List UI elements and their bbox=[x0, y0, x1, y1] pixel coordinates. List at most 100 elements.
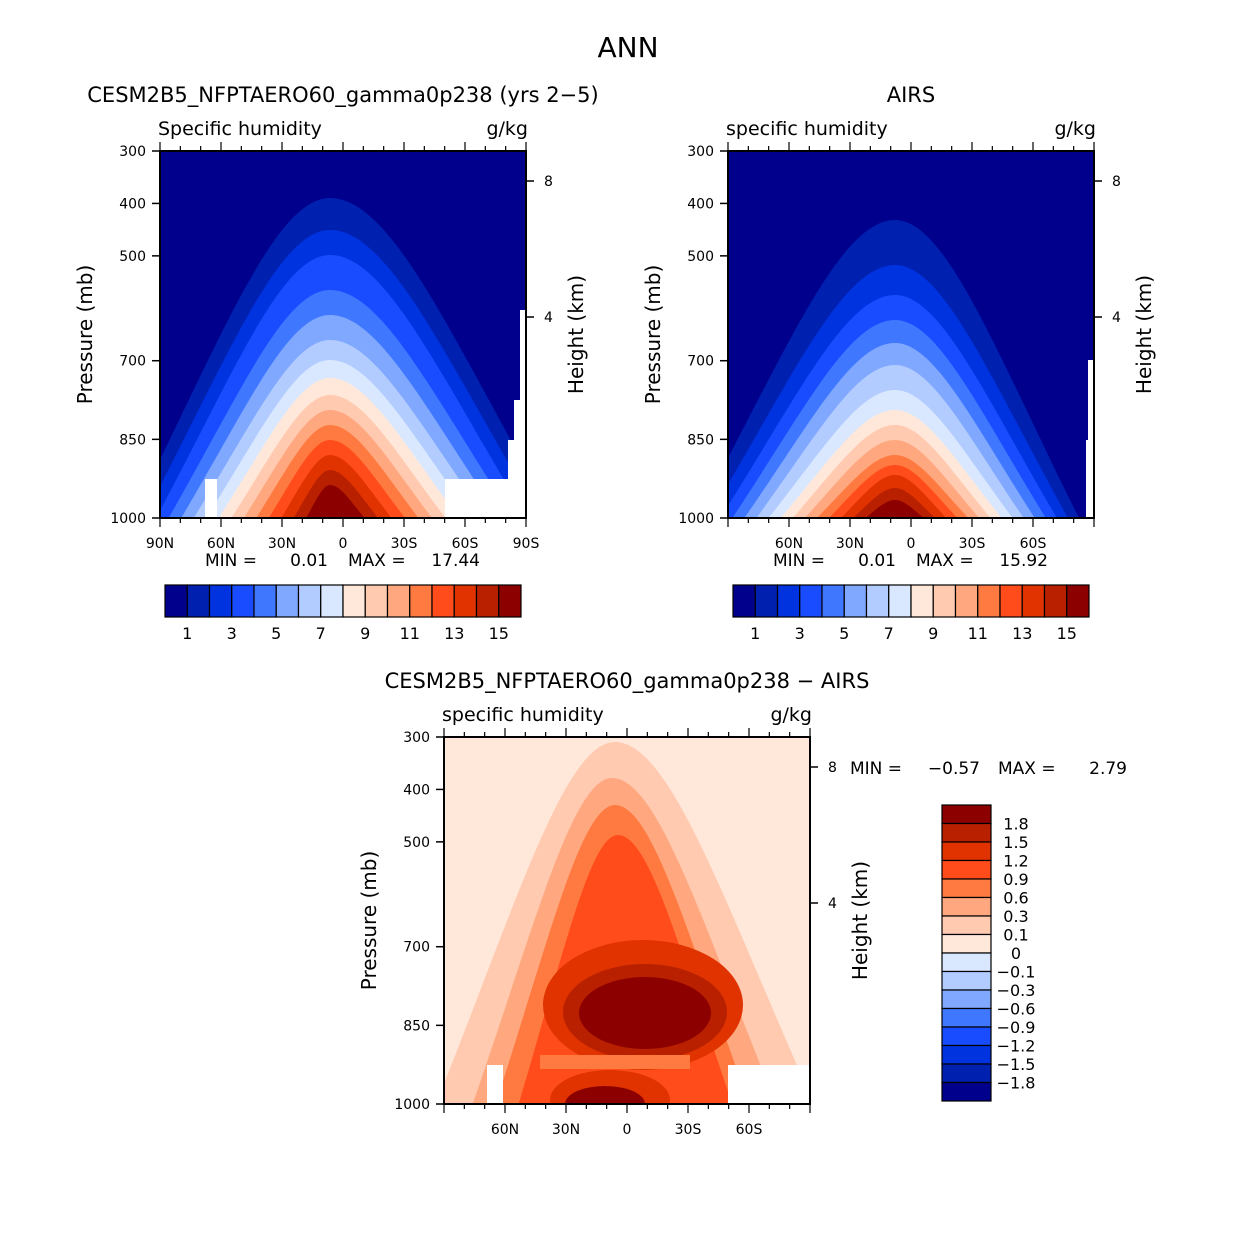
colorbar-label: 13 bbox=[1012, 624, 1032, 643]
panel-title: AIRS bbox=[887, 83, 935, 107]
colorbar-box bbox=[941, 896, 992, 917]
y-tick-label: 400 bbox=[403, 782, 430, 798]
colorbar-box bbox=[941, 915, 992, 936]
x-tick-label: 60S bbox=[736, 1122, 763, 1138]
colorbar-label: 0.6 bbox=[1003, 889, 1028, 908]
max-label: MAX = bbox=[998, 759, 1056, 779]
colorbar-box bbox=[732, 584, 756, 618]
y-tick-label: 850 bbox=[119, 432, 146, 448]
x-tick-label: 30S bbox=[959, 536, 986, 552]
contour-field bbox=[160, 151, 526, 518]
colorbar-label: −0.3 bbox=[997, 981, 1036, 1000]
x-tick-label: 60N bbox=[491, 1122, 519, 1138]
x-tick-label: 60N bbox=[775, 536, 803, 552]
colorbar-box bbox=[475, 584, 500, 618]
colorbar-box bbox=[297, 584, 322, 618]
panel-3: CESM2B5_NFPTAERO60_gamma0p238 − AIRS spec… bbox=[357, 669, 1127, 1138]
colorbar-box bbox=[364, 584, 389, 618]
contour-band-1.8-surface bbox=[565, 1086, 645, 1104]
colorbar-box bbox=[320, 584, 344, 618]
colorbar-box bbox=[843, 584, 868, 618]
colorbar-label: 13 bbox=[444, 624, 464, 643]
colorbar-box bbox=[910, 584, 934, 618]
colorbar-box bbox=[208, 584, 233, 618]
y-tick-label: 500 bbox=[119, 249, 146, 265]
colorbar-box bbox=[941, 1044, 992, 1065]
colorbar-label: −1.8 bbox=[997, 1074, 1036, 1093]
colorbar-label: 1 bbox=[182, 624, 192, 643]
colorbar-label: 5 bbox=[839, 624, 849, 643]
min-value: −0.57 bbox=[928, 759, 980, 779]
y-axis-label: Pressure (mb) bbox=[641, 265, 665, 405]
missing-data-region bbox=[1088, 360, 1094, 518]
colorbar-box bbox=[941, 1026, 992, 1047]
colorbar-label: 1 bbox=[750, 624, 760, 643]
y-tick-label: 700 bbox=[403, 940, 430, 956]
missing-data-region bbox=[487, 1065, 503, 1104]
y2-tick-label: 8 bbox=[1112, 174, 1121, 190]
colorbar-box bbox=[253, 584, 277, 618]
colorbar-label: 7 bbox=[316, 624, 326, 643]
y-tick-label: 1000 bbox=[394, 1097, 430, 1113]
colorbar-box bbox=[776, 584, 801, 618]
colorbar-box bbox=[954, 584, 979, 618]
left-string: specific humidity bbox=[726, 118, 888, 140]
x-tick-label: 30N bbox=[268, 536, 296, 552]
colorbar-label: −0.9 bbox=[997, 1018, 1036, 1037]
y2-tick-label: 8 bbox=[544, 174, 553, 190]
colorbar-box bbox=[941, 841, 992, 862]
colorbar-box bbox=[941, 859, 992, 880]
colorbar-box bbox=[498, 584, 522, 618]
contour-band-1.8 bbox=[579, 977, 711, 1049]
colorbar-label: −0.1 bbox=[997, 963, 1036, 982]
x-tick-label: 90S bbox=[513, 536, 540, 552]
colorbar-box bbox=[941, 989, 992, 1010]
colorbar-label: 11 bbox=[968, 624, 988, 643]
min-value: 0.01 bbox=[290, 551, 328, 571]
colorbar-box bbox=[231, 584, 255, 618]
missing-data-region bbox=[728, 1065, 810, 1104]
colorbar-box bbox=[941, 1007, 992, 1028]
colorbar-box bbox=[1043, 584, 1068, 618]
colorbar-box bbox=[999, 584, 1023, 618]
y-tick-label: 500 bbox=[687, 249, 714, 265]
colorbar-box bbox=[799, 584, 823, 618]
colorbar-box bbox=[977, 584, 1001, 618]
left-string: Specific humidity bbox=[158, 118, 322, 140]
x-tick-label: 0 bbox=[623, 1122, 632, 1138]
y-tick-label: 400 bbox=[119, 196, 146, 212]
min-label: MIN = bbox=[773, 551, 825, 571]
colorbar-label: 5 bbox=[271, 624, 281, 643]
units-label: g/kg bbox=[486, 118, 528, 140]
colorbar-box bbox=[932, 584, 957, 618]
contour-field bbox=[728, 151, 1094, 518]
x-tick-label: 30S bbox=[675, 1122, 702, 1138]
colorbar-box bbox=[386, 584, 411, 618]
colorbar-box bbox=[342, 584, 366, 618]
x-tick-label: 30N bbox=[552, 1122, 580, 1138]
x-tick-label: 0 bbox=[907, 536, 916, 552]
colorbar-box bbox=[865, 584, 890, 618]
colorbar-box bbox=[409, 584, 433, 618]
y-tick-label: 400 bbox=[687, 196, 714, 212]
max-value: 2.79 bbox=[1089, 759, 1127, 779]
colorbar-box bbox=[821, 584, 845, 618]
y-tick-label: 700 bbox=[119, 354, 146, 370]
y-tick-label: 300 bbox=[403, 730, 430, 746]
panel-title: CESM2B5_NFPTAERO60_gamma0p238 − AIRS bbox=[385, 669, 870, 694]
x-tick-label: 60N bbox=[207, 536, 235, 552]
y2-axis-label: Height (km) bbox=[564, 275, 588, 394]
colorbar-label: −1.2 bbox=[997, 1037, 1036, 1056]
colorbar-box bbox=[941, 1081, 992, 1102]
colorbar-box bbox=[453, 584, 478, 618]
max-value: 17.44 bbox=[431, 551, 480, 571]
colorbar-box bbox=[1021, 584, 1046, 618]
colorbar-label: 1.2 bbox=[1003, 852, 1028, 871]
colorbar-label: 15 bbox=[489, 624, 509, 643]
missing-data-region bbox=[205, 479, 217, 518]
y-tick-label: 500 bbox=[403, 835, 430, 851]
colorbar-box bbox=[186, 584, 211, 618]
y-tick-label: 700 bbox=[687, 354, 714, 370]
colorbar-label: 3 bbox=[795, 624, 805, 643]
